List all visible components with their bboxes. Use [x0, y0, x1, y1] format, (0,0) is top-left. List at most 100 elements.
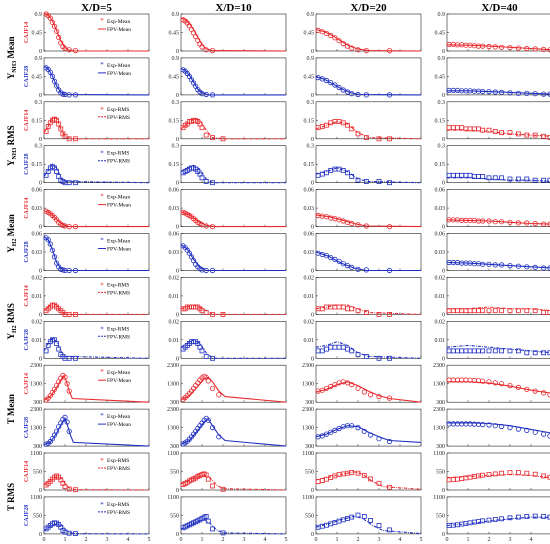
exp-data-point: [386, 267, 393, 274]
exp-data-point: [486, 379, 492, 385]
exp-data-point: [524, 220, 530, 226]
y-tick-label: 0: [176, 137, 179, 143]
exp-data-point: [355, 308, 361, 314]
exp-data-point: [355, 385, 361, 391]
exp-data-point: [323, 77, 330, 84]
exp-data-point: [209, 267, 216, 274]
y-tick-label: 0.03: [32, 250, 43, 256]
exp-data-point: [210, 483, 215, 489]
exp-data-point: [386, 47, 393, 54]
y-tick-label: 0: [39, 49, 42, 55]
quantity-stat: Mean: [6, 214, 16, 238]
panel-r1-c1: 0 0.45 0.9 * Exp-Mean FPV-Mean: [32, 11, 150, 55]
y-tick-label: 0: [311, 312, 314, 318]
y-tick-label: 2300: [30, 407, 42, 413]
exp-data-point: [66, 180, 72, 186]
exp-data-point: [336, 425, 342, 432]
panel-r10-c3: 300 1300 2300: [302, 407, 422, 450]
exp-data-point: [486, 517, 492, 523]
y-tick-label: 0.06: [304, 232, 315, 238]
exp-data-point: [532, 429, 538, 435]
y-tick-label: 0: [311, 488, 314, 494]
panel-r6-c2: 0 0.03 0.06: [169, 232, 287, 275]
exp-data-point: [492, 219, 498, 225]
exp-data-point: [203, 310, 209, 315]
y-tick-label: 300: [305, 400, 314, 406]
exp-data-point: [336, 258, 342, 264]
exp-data-point: [56, 34, 62, 41]
exp-data-point: [73, 180, 78, 186]
panel-frame: [315, 452, 422, 491]
exp-data-point: [499, 348, 505, 354]
exp-data-point: [355, 47, 361, 53]
exp-data-point: [47, 69, 53, 75]
y-tick-label: 2300: [433, 407, 445, 413]
exp-data-point: [387, 527, 392, 533]
exp-data-point: [64, 381, 70, 387]
exp-data-point: [386, 438, 393, 445]
legend-label-exp: Exp-RMS: [107, 326, 129, 332]
panel-r6-c1: 0 0.03 0.06 * Exp-Mean FPV-Mean: [32, 232, 150, 275]
exp-data-point: [209, 47, 216, 54]
exp-data-point: [51, 23, 58, 29]
exp-data-point: [532, 308, 538, 314]
y-tick-label: 0.45: [304, 31, 315, 37]
quantity-symbol: Y: [6, 159, 16, 166]
panel-r5-c2: 0 0.03 0.06: [169, 188, 287, 231]
y-tick-label: 0.15: [32, 162, 43, 168]
panel-frame: [180, 145, 287, 183]
legend-marker-exp: *: [100, 412, 104, 420]
y-tick-label: 0.01: [32, 294, 43, 300]
panel-r9-c4: 300 1300 2300: [433, 363, 550, 406]
exp-data-point: [480, 518, 486, 524]
y-tick-label: 0.06: [304, 188, 315, 194]
exp-data-point: [498, 423, 505, 430]
exp-data-point: [515, 90, 522, 96]
exp-data-point: [507, 45, 513, 51]
exp-data-point: [492, 423, 498, 429]
y-tick-label: 0.01: [32, 338, 43, 344]
y-tick-label: 1300: [433, 382, 445, 388]
exp-data-point: [486, 89, 492, 95]
x-tick-label: 3: [378, 537, 381, 543]
exp-data-point: [328, 429, 334, 435]
exp-data-point: [66, 486, 72, 492]
legend: * Exp-RMS FPV-RMS: [98, 325, 130, 340]
y-tick-label: 0.45: [169, 74, 180, 80]
y-tick-label: 0.3: [438, 100, 446, 106]
fpv-series-line: [315, 425, 422, 443]
fpv-series-line: [315, 251, 421, 272]
exp-data-point: [486, 43, 492, 50]
exp-data-point: [480, 127, 486, 133]
legend-label-fpv: FPV-RMS: [107, 159, 130, 165]
legend-label-fpv: FPV-Mean: [107, 27, 131, 33]
y-tick-label: 0.9: [307, 56, 315, 62]
y-tick-label: 0.45: [304, 74, 315, 80]
exp-data-point: [387, 180, 392, 186]
y-tick-label: 0.45: [32, 31, 43, 37]
exp-data-point: [73, 136, 78, 142]
exp-data-point: [363, 353, 369, 359]
y-tick-label: 0.06: [435, 232, 446, 238]
legend-marker-exp: *: [100, 17, 104, 25]
exp-data-point: [541, 350, 546, 356]
panel-frame: [180, 189, 287, 227]
exp-data-point: [361, 389, 367, 395]
exp-data-point: [524, 514, 530, 519]
exp-data-point: [66, 530, 72, 536]
exp-data-point: [205, 378, 211, 384]
exp-data-point: [203, 132, 209, 138]
exp-data-point: [53, 428, 60, 434]
exp-data-point: [532, 350, 538, 356]
y-tick-label: 0.9: [172, 12, 180, 18]
panel-frame: [43, 496, 150, 535]
y-tick-label: 0: [442, 488, 445, 494]
exp-data-point: [349, 348, 355, 354]
legend-marker-exp: *: [100, 457, 104, 465]
exp-data-point: [332, 381, 338, 388]
panel-frame: [315, 320, 422, 359]
exp-data-point: [66, 355, 72, 361]
exp-data-point: [486, 422, 492, 428]
legend: * Exp-Mean FPV-Mean: [98, 61, 131, 77]
panel-frame: [180, 320, 287, 359]
